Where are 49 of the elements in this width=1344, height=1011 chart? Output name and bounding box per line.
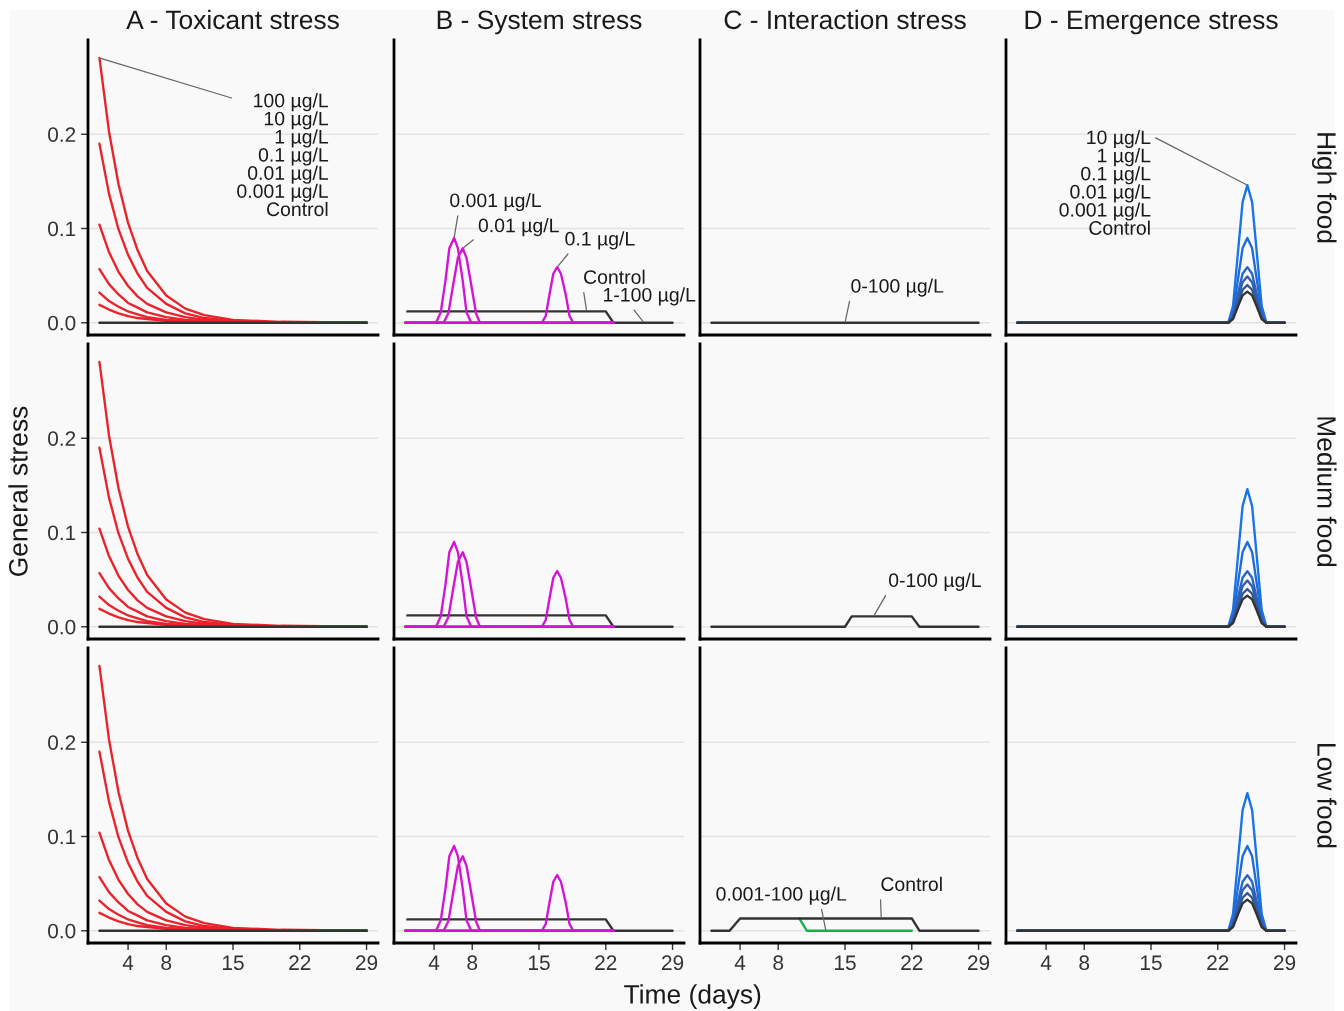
annotation: Control: [881, 876, 942, 892]
x-tick-label: 8: [161, 955, 172, 971]
x-tick-label: 29: [968, 955, 990, 971]
x-tick-label: 15: [529, 955, 550, 971]
y-tick-label: 0.1: [48, 525, 76, 541]
y-tick-label: 0.2: [48, 127, 76, 142]
annotation: 0.001 µg/L: [450, 192, 542, 212]
text: High food: [1311, 133, 1337, 243]
x-tick-label: 29: [1274, 955, 1296, 971]
y-tick-label: 0.1: [48, 829, 76, 845]
chart-title: B - System stress: [437, 10, 642, 35]
annotation: 0-100 µg/L: [888, 572, 981, 591]
annotation: 0.001-100 µg/L: [716, 886, 847, 905]
y-tick-label: 0.0: [48, 923, 76, 939]
x-tick-label: 22: [289, 955, 311, 970]
chart-title: C - Interaction stress: [724, 9, 966, 30]
annotation: 1-100 µg/L: [604, 287, 696, 306]
x-tick-label: 15: [1141, 955, 1162, 971]
x-tick-label: 8: [1079, 955, 1090, 971]
y-tick-label: 0.1: [48, 221, 76, 237]
annotation: 0-100 µg/L: [851, 278, 944, 297]
text: Low food: [1317, 744, 1337, 848]
x-tick-label: 4: [122, 955, 134, 970]
annotation: 10 µg/L 1 µg/L 0.1 µg/L 0.01 µg/L 0.001 µg/L Control: [1059, 129, 1151, 235]
x-tick-label: 8: [467, 955, 478, 971]
x-tick-label: 22: [595, 955, 617, 970]
x-tick-label: 22: [901, 955, 923, 970]
annotation: 0.1 µg/L: [565, 231, 635, 250]
y-tick-label: 0.0: [48, 315, 76, 331]
y-tick-label: 0.2: [48, 431, 76, 446]
x-tick-label: 4: [428, 955, 440, 970]
y-tick-label: 0.0: [48, 619, 76, 635]
chart-title: A - Toxicant stress: [126, 9, 339, 30]
annotation: Control: [584, 269, 645, 284]
x-tick-label: 22: [1207, 955, 1229, 970]
chart-title: D - Emergence stress: [1025, 10, 1278, 35]
y-axis-title: General stress: [8, 406, 28, 576]
x-tick-label: 29: [662, 955, 684, 971]
annotation: 100 µg/L 10 µg/L 1 µg/L 0.1 µg/L 0.01 µg/L 0.001 µg/L Control: [237, 93, 329, 217]
x-tick-label: 4: [734, 955, 746, 970]
x-tick-label: 29: [356, 955, 378, 971]
x-axis-title: Time (days): [624, 984, 761, 1009]
x-tick-label: 4: [1040, 955, 1052, 970]
x-tick-label: 8: [773, 955, 784, 971]
x-tick-label: 15: [223, 955, 244, 971]
text: Medium food: [1317, 417, 1337, 567]
annotation: 0.01 µg/L: [478, 218, 559, 237]
x-tick-label: 15: [835, 955, 856, 971]
y-tick-label: 0.2: [48, 735, 76, 750]
